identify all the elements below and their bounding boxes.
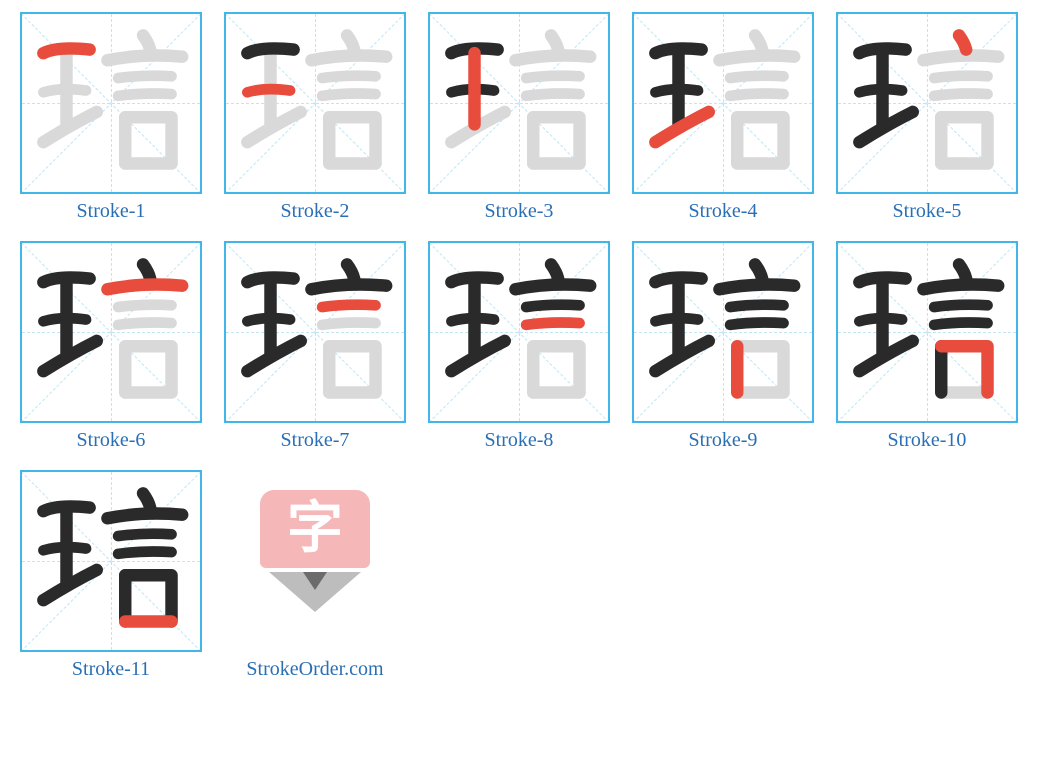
brand-logo: 字 bbox=[224, 470, 406, 652]
stroke-tile-4 bbox=[632, 12, 814, 194]
stroke-tile-10 bbox=[836, 241, 1018, 423]
stroke-cell-3: Stroke-3 bbox=[428, 12, 610, 223]
brand-cell: 字 StrokeOrder.com bbox=[224, 470, 406, 681]
stroke-cell-1: Stroke-1 bbox=[20, 12, 202, 223]
stroke-caption-7: Stroke-7 bbox=[281, 429, 350, 452]
stroke-cell-2: Stroke-2 bbox=[224, 12, 406, 223]
stroke-tile-2 bbox=[224, 12, 406, 194]
stroke-cell-7: Stroke-7 bbox=[224, 241, 406, 452]
stroke-tile-9 bbox=[632, 241, 814, 423]
stroke-tile-7 bbox=[224, 241, 406, 423]
stroke-tile-3 bbox=[428, 12, 610, 194]
stroke-cell-4: Stroke-4 bbox=[632, 12, 814, 223]
stroke-tile-1 bbox=[20, 12, 202, 194]
stroke-caption-3: Stroke-3 bbox=[485, 200, 554, 223]
stroke-cell-10: Stroke-10 bbox=[836, 241, 1018, 452]
stroke-tile-6 bbox=[20, 241, 202, 423]
stroke-tile-8 bbox=[428, 241, 610, 423]
stroke-caption-1: Stroke-1 bbox=[77, 200, 146, 223]
stroke-caption-9: Stroke-9 bbox=[689, 429, 758, 452]
stroke-grid: Stroke-1 Stroke-2 Stroke-3 Stroke-4 Stroke-5… bbox=[20, 12, 1030, 681]
stroke-caption-8: Stroke-8 bbox=[485, 429, 554, 452]
stroke-tile-11 bbox=[20, 470, 202, 652]
stroke-cell-5: Stroke-5 bbox=[836, 12, 1018, 223]
stroke-caption-11: Stroke-11 bbox=[72, 658, 150, 681]
stroke-cell-9: Stroke-9 bbox=[632, 241, 814, 452]
stroke-caption-4: Stroke-4 bbox=[689, 200, 758, 223]
stroke-caption-10: Stroke-10 bbox=[888, 429, 967, 452]
stroke-caption-5: Stroke-5 bbox=[893, 200, 962, 223]
stroke-cell-6: Stroke-6 bbox=[20, 241, 202, 452]
brand-caption: StrokeOrder.com bbox=[246, 658, 383, 681]
stroke-caption-6: Stroke-6 bbox=[77, 429, 146, 452]
stroke-cell-8: Stroke-8 bbox=[428, 241, 610, 452]
stroke-caption-2: Stroke-2 bbox=[281, 200, 350, 223]
stroke-tile-5 bbox=[836, 12, 1018, 194]
stroke-cell-11: Stroke-11 bbox=[20, 470, 202, 681]
brand-char: 字 bbox=[287, 501, 343, 557]
